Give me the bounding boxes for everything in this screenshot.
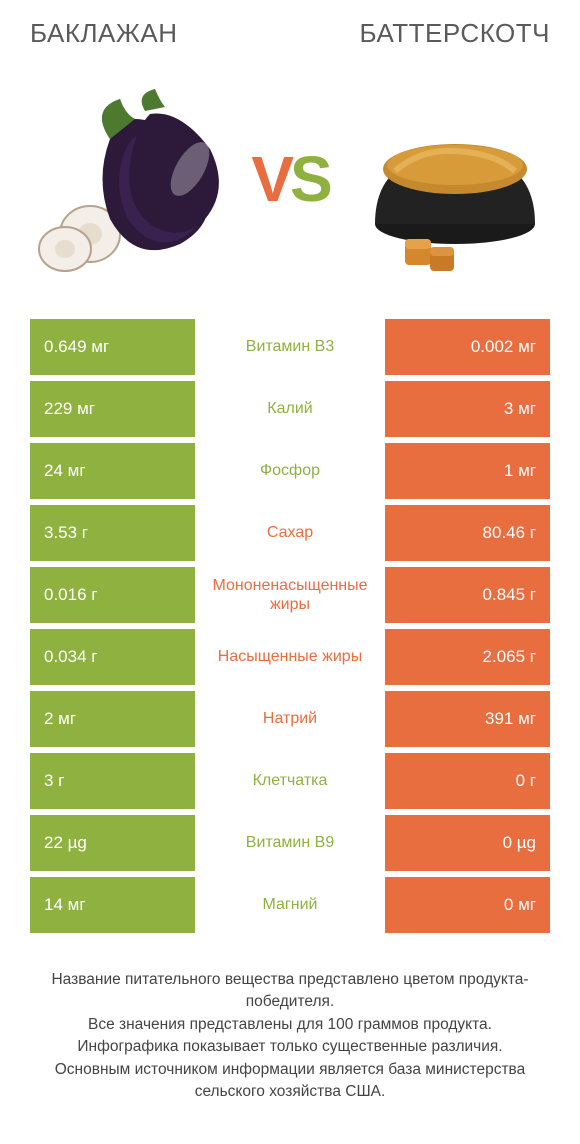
left-value-cell: 22 µg	[30, 815, 195, 871]
table-row: 22 µgВитамин B90 µg	[30, 815, 550, 871]
eggplant-icon	[30, 79, 230, 279]
nutrient-label: Насыщенные жиры	[195, 629, 385, 685]
right-value-cell: 391 мг	[385, 691, 550, 747]
table-row: 0.034 гНасыщенные жиры2.065 г	[30, 629, 550, 685]
nutrient-label: Клетчатка	[195, 753, 385, 809]
comparison-table: 0.649 мгВитамин B30.002 мг 229 мгКалий3 м…	[0, 319, 580, 933]
table-row: 24 мгФосфор1 мг	[30, 443, 550, 499]
nutrient-label: Фосфор	[195, 443, 385, 499]
nutrient-label: Витамин B9	[195, 815, 385, 871]
left-value-cell: 2 мг	[30, 691, 195, 747]
right-value-cell: 0.002 мг	[385, 319, 550, 375]
left-value-cell: 0.034 г	[30, 629, 195, 685]
table-row: 229 мгКалий3 мг	[30, 381, 550, 437]
footer-line: Название питательного вещества представл…	[28, 969, 552, 1014]
table-row: 3 гКлетчатка0 г	[30, 753, 550, 809]
right-value-cell: 0 µg	[385, 815, 550, 871]
left-value-cell: 0.649 мг	[30, 319, 195, 375]
nutrient-label: Сахар	[195, 505, 385, 561]
left-value-cell: 229 мг	[30, 381, 195, 437]
footer-line: Основным источником информации является …	[28, 1059, 552, 1104]
right-value-cell: 0.845 г	[385, 567, 550, 623]
nutrient-label: Магний	[195, 877, 385, 933]
table-row: 0.649 мгВитамин B30.002 мг	[30, 319, 550, 375]
left-value-cell: 3 г	[30, 753, 195, 809]
nutrient-label: Мононенасыщенные жиры	[195, 567, 385, 623]
table-row: 14 мгМагний0 мг	[30, 877, 550, 933]
vs-label: VS	[251, 142, 328, 216]
right-value-cell: 0 мг	[385, 877, 550, 933]
right-value-cell: 80.46 г	[385, 505, 550, 561]
right-food-image	[350, 79, 550, 279]
right-value-cell: 0 г	[385, 753, 550, 809]
right-value-cell: 2.065 г	[385, 629, 550, 685]
nutrient-label: Витамин B3	[195, 319, 385, 375]
right-food-title: БАТТЕРСКОТЧ	[359, 18, 550, 49]
footer-line: Инфографика показывает только существенн…	[28, 1036, 552, 1058]
hero: VS	[0, 49, 580, 319]
left-food-image	[30, 79, 230, 279]
vs-v: V	[251, 143, 290, 215]
left-value-cell: 14 мг	[30, 877, 195, 933]
left-value-cell: 0.016 г	[30, 567, 195, 623]
left-value-cell: 24 мг	[30, 443, 195, 499]
vs-s: S	[290, 143, 329, 215]
footer: Название питательного вещества представл…	[0, 939, 580, 1104]
header: БАКЛАЖАН БАТТЕРСКОТЧ	[0, 0, 580, 49]
right-value-cell: 1 мг	[385, 443, 550, 499]
table-row: 0.016 гМононенасыщенные жиры0.845 г	[30, 567, 550, 623]
table-row: 3.53 гСахар80.46 г	[30, 505, 550, 561]
right-value-cell: 3 мг	[385, 381, 550, 437]
nutrient-label: Натрий	[195, 691, 385, 747]
left-value-cell: 3.53 г	[30, 505, 195, 561]
left-food-title: БАКЛАЖАН	[30, 18, 178, 49]
butterscotch-icon	[350, 79, 550, 279]
footer-line: Все значения представлены для 100 граммо…	[28, 1014, 552, 1036]
table-row: 2 мгНатрий391 мг	[30, 691, 550, 747]
nutrient-label: Калий	[195, 381, 385, 437]
